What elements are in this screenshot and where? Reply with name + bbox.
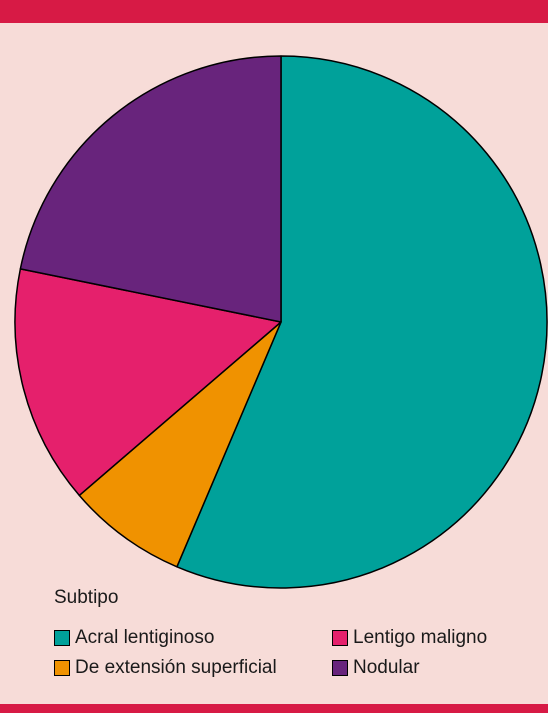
legend-item-nodular: Nodular (332, 657, 420, 679)
pie-slice-de-extension-superficial (78, 321, 282, 568)
legend-item-acral-lentiginoso: Acral lentiginoso (54, 627, 214, 649)
legend-item-lentigo-maligno: Lentigo maligno (332, 627, 487, 649)
pie-slice-acral-lentiginoso (176, 55, 548, 589)
legend-label-lentigo-maligno: Lentigo maligno (353, 627, 488, 648)
legend-label-acral-lentiginoso: Acral lentiginoso (75, 627, 215, 648)
pie-slice-lentigo-maligno (14, 268, 282, 497)
legend-label-de-extension-superficial: De extensión superficial (75, 657, 277, 678)
legend-swatch-lentigo-maligno (332, 630, 348, 646)
legend-swatch-acral-lentiginoso (54, 630, 70, 646)
legend-label-nodular: Nodular (353, 657, 420, 678)
legend-swatch-de-extension-superficial (54, 660, 70, 676)
legend-title: Subtipo (54, 587, 119, 608)
legend-swatch-nodular (332, 660, 348, 676)
top-bar (0, 0, 548, 23)
legend-item-de-extension-superficial: De extensión superficial (54, 657, 277, 679)
bottom-bar (0, 704, 548, 713)
pie-slice-nodular (19, 55, 282, 323)
